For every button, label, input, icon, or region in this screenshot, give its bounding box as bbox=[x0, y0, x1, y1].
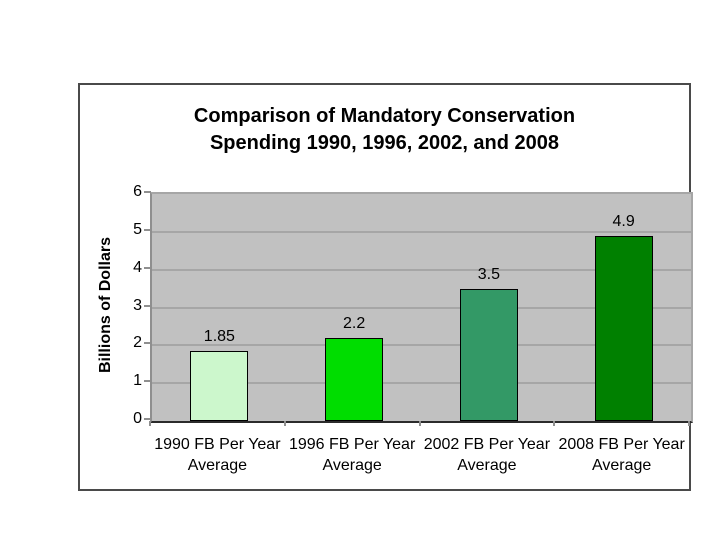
y-tick-label-5: 5 bbox=[133, 220, 142, 238]
bar-value-label-2002: 3.5 bbox=[477, 265, 500, 283]
chart-title-line-1: Comparison of Mandatory Conservation bbox=[193, 105, 576, 127]
gridline-y-2 bbox=[152, 344, 691, 347]
bar-2002 bbox=[459, 288, 518, 421]
x-category-label-1996: 1996 FB Per Year Average bbox=[288, 436, 416, 474]
y-tick-mark-1 bbox=[144, 380, 151, 383]
x-tick-mark-3 bbox=[553, 421, 556, 426]
bar-1990 bbox=[190, 351, 249, 421]
y-tick-mark-5 bbox=[144, 228, 151, 231]
plot-area: 1.85 2.2 3.5 4.9 bbox=[150, 192, 693, 423]
chart-title-line-2: Spending 1990, 1996, 2002, and 2008 bbox=[209, 132, 560, 154]
x-tick-mark-1 bbox=[283, 421, 286, 426]
gridline-y-4 bbox=[152, 268, 691, 271]
chart-frame: Comparison of Mandatory Conservation Spe… bbox=[78, 83, 693, 491]
x-category-label-2002: 2002 FB Per Year Average bbox=[423, 436, 551, 474]
y-tick-label-6: 6 bbox=[133, 183, 142, 200]
y-tick-mark-4 bbox=[144, 266, 151, 269]
y-tick-label-3: 3 bbox=[133, 296, 142, 314]
gridline-y-1 bbox=[152, 382, 691, 385]
gridline-y-3 bbox=[152, 306, 691, 309]
y-tick-mark-2 bbox=[144, 342, 151, 345]
bar-value-label-1996: 2.2 bbox=[343, 314, 366, 332]
x-category-label-1990: 1990 FB Per Year Average bbox=[154, 436, 281, 474]
y-tick-mark-3 bbox=[144, 304, 151, 307]
y-tick-label-2: 2 bbox=[133, 334, 142, 352]
y-tick-label-1: 1 bbox=[133, 372, 142, 390]
chart-title: Comparison of Mandatory Conservation Spe… bbox=[80, 103, 689, 157]
y-tick-label-0: 0 bbox=[133, 410, 142, 427]
y-tick-mark-6 bbox=[144, 191, 151, 193]
bar-2008 bbox=[594, 235, 653, 421]
gridline-y-5 bbox=[152, 230, 691, 233]
bar-value-label-2008: 4.9 bbox=[612, 212, 635, 230]
x-tick-mark-0 bbox=[149, 421, 151, 426]
x-category-label-2008: 2008 FB Per Year Average bbox=[558, 436, 685, 474]
x-tick-mark-4 bbox=[688, 421, 690, 426]
x-tick-mark-2 bbox=[418, 421, 421, 426]
y-tick-mark-0 bbox=[144, 418, 151, 420]
bar-1996 bbox=[325, 337, 384, 421]
bar-value-label-1990: 1.85 bbox=[203, 328, 235, 346]
y-tick-label-4: 4 bbox=[133, 258, 142, 276]
